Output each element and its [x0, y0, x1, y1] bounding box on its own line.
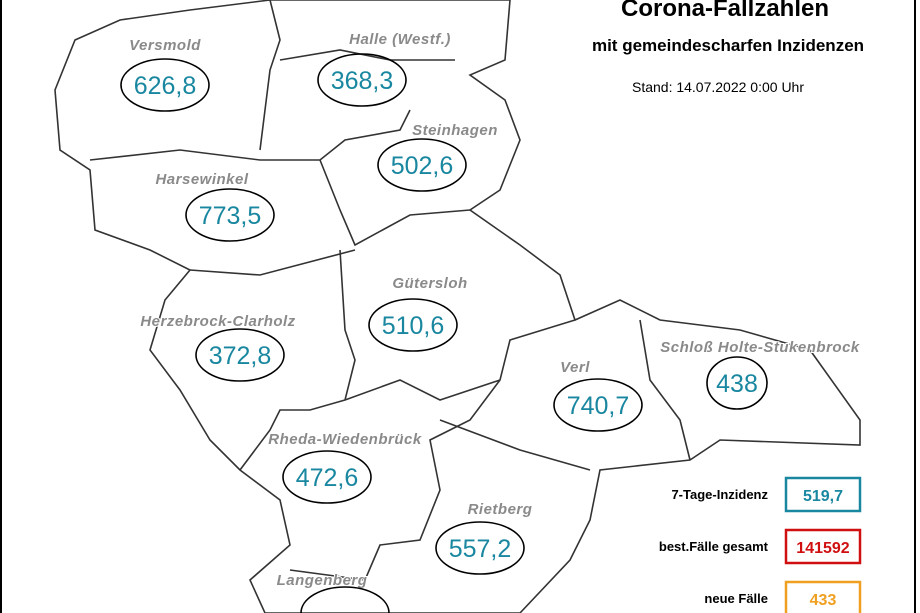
- value-ellipse: [377, 138, 467, 192]
- stand: Stand: 14.07.2022 0:00 Uhr: [632, 79, 804, 95]
- region-value: 626,8: [134, 72, 197, 100]
- value-ellipse: [195, 328, 285, 382]
- region-name: Versmold: [129, 37, 201, 54]
- region-value: 773,5: [199, 202, 262, 230]
- legend-value: 141592: [796, 540, 849, 557]
- region-name: Rheda-Wiedenbrück: [268, 431, 422, 448]
- regions: Versmold 626,8 Halle (Westf.) 368,3 Steinhag…: [120, 30, 860, 613]
- region-value: 372,8: [209, 342, 272, 370]
- region-name: Gütersloh: [392, 275, 467, 292]
- value-ellipse: [368, 298, 458, 352]
- region-name: Halle (Westf.): [349, 31, 451, 48]
- legend-box: [784, 528, 862, 565]
- title: Corona-Fallzahlen: [621, 0, 829, 22]
- legend-box: [784, 476, 862, 513]
- region-value: 502,6: [391, 152, 454, 180]
- region-name: Herzebrock-Clarholz: [140, 313, 295, 330]
- legend-value: 519,7: [803, 488, 843, 505]
- value-ellipse: [553, 378, 643, 432]
- district-borders: [89, 0, 691, 581]
- region-value: 438: [716, 370, 758, 398]
- value-ellipse: [282, 450, 372, 504]
- value-ellipse: [317, 53, 407, 107]
- region-name: Schloß Holte-Stukenbrock: [660, 339, 860, 356]
- value-ellipse: [300, 586, 390, 613]
- legend-label: best.Fälle gesamt: [659, 539, 769, 554]
- region-value: 740,7: [567, 392, 630, 420]
- subtitle: mit gemeindescharfen Inzidenzen: [592, 36, 864, 55]
- value-ellipse: [706, 356, 768, 410]
- region-name: Rietberg: [468, 501, 533, 518]
- value-ellipse: [185, 188, 275, 242]
- legend-label: neue Fälle: [704, 591, 768, 606]
- legend: 7-Tage-Inzidenz 519,7 best.Fälle gesamt 141…: [659, 476, 862, 613]
- region-name: Steinhagen: [412, 122, 498, 139]
- region-value: 557,2: [449, 535, 512, 563]
- value-ellipse: [120, 58, 210, 112]
- legend-value: 433: [810, 592, 837, 609]
- legend-box: [784, 580, 862, 613]
- district-map: [54, 0, 861, 613]
- region-name: Verl: [560, 359, 590, 376]
- region-name: Harsewinkel: [155, 171, 248, 188]
- region-value: 368,3: [331, 67, 394, 95]
- region-value: 472,6: [296, 464, 359, 492]
- region-name: Langenberg: [277, 572, 368, 589]
- value-ellipse: [435, 521, 525, 575]
- region-value: 510,6: [382, 312, 445, 340]
- legend-label: 7-Tage-Inzidenz: [671, 487, 768, 502]
